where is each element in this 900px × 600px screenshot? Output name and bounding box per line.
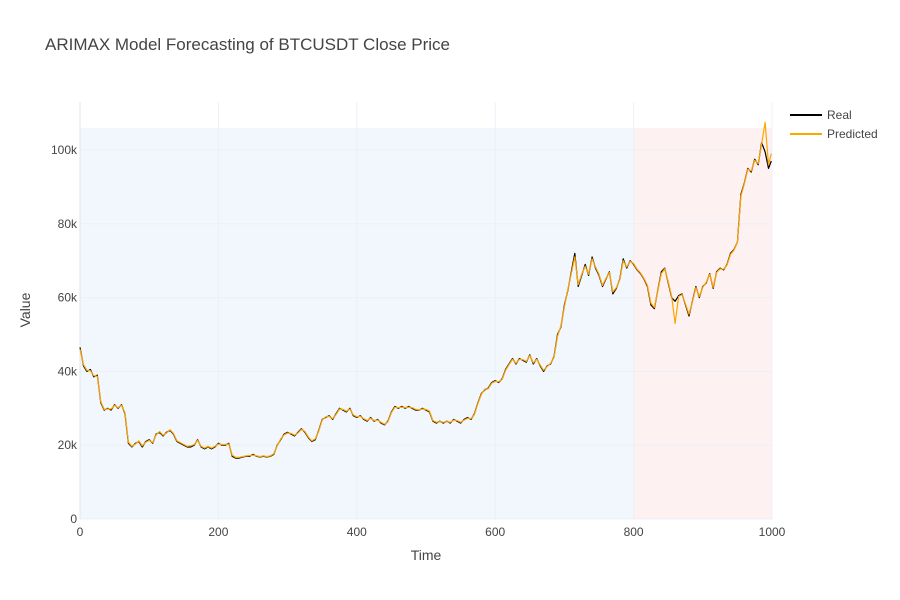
y-tick-label: 40k bbox=[58, 364, 78, 378]
x-tick-label: 800 bbox=[624, 525, 644, 539]
y-tick-label: 60k bbox=[58, 291, 78, 305]
legend-item-real[interactable]: Real bbox=[790, 108, 852, 122]
chart-title: ARIMAX Model Forecasting of BTCUSDT Clos… bbox=[45, 35, 450, 54]
x-tick-label: 1000 bbox=[759, 525, 786, 539]
test-region bbox=[633, 127, 772, 520]
legend[interactable]: Real Predicted bbox=[790, 108, 878, 141]
shaded-regions bbox=[80, 127, 772, 520]
y-tick-label: 20k bbox=[58, 438, 78, 452]
y-tick-label: 100k bbox=[51, 143, 78, 157]
legend-item-predicted[interactable]: Predicted bbox=[790, 127, 878, 141]
x-tick-label: 200 bbox=[208, 525, 228, 539]
legend-label: Predicted bbox=[827, 127, 878, 141]
y-tick-label: 80k bbox=[58, 217, 78, 231]
y-axis-title: Value bbox=[17, 292, 33, 327]
y-tick-label: 0 bbox=[70, 512, 77, 526]
series-lines[interactable] bbox=[79, 121, 772, 459]
gridlines bbox=[79, 102, 773, 520]
x-axis-title: Time bbox=[411, 547, 442, 563]
x-tick-label: 600 bbox=[485, 525, 505, 539]
x-tick-label: 400 bbox=[347, 525, 367, 539]
x-tick-label: 0 bbox=[77, 525, 84, 539]
legend-label: Real bbox=[827, 108, 852, 122]
tick-labels: 0 200 400 600 800 1000 0 20k 40k 60k 80k 100k bbox=[51, 143, 786, 539]
series-line-predicted[interactable] bbox=[79, 121, 772, 458]
